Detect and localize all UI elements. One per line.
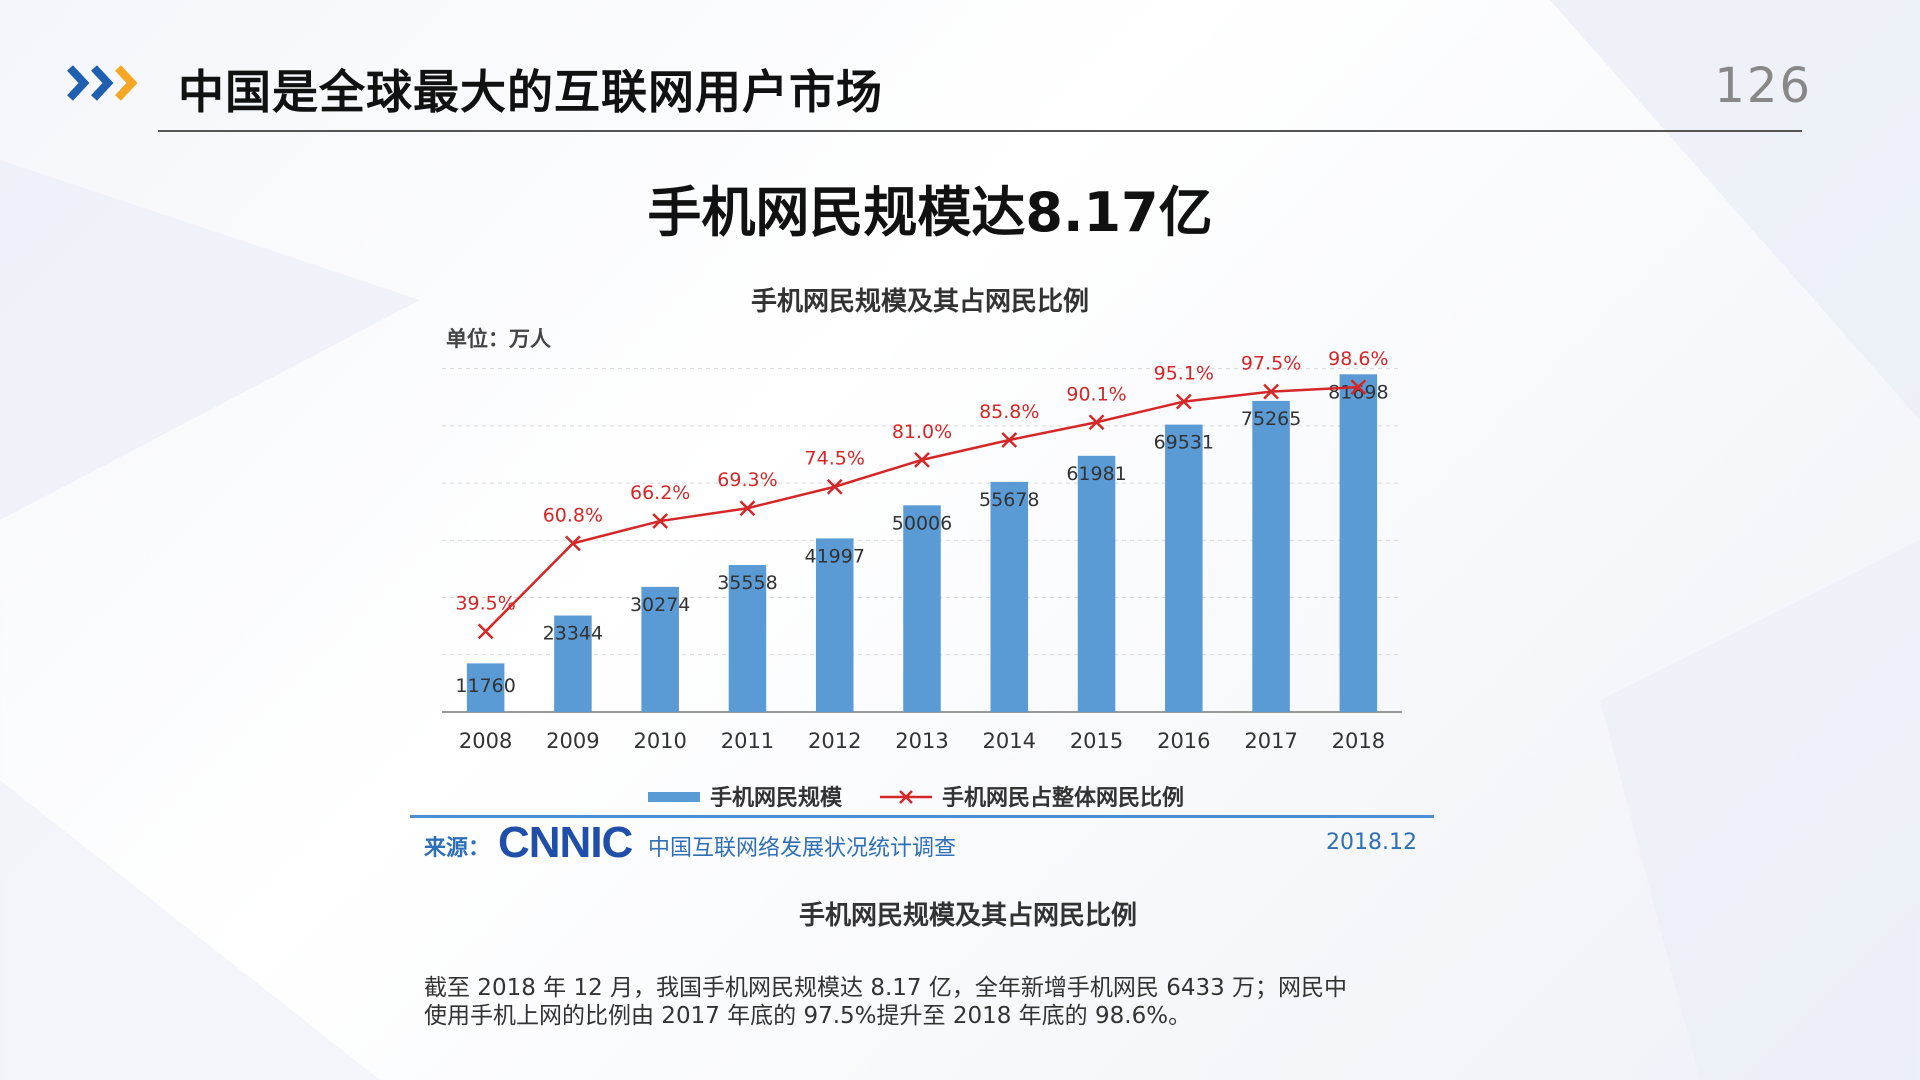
- bar-value-label: 75265: [1241, 408, 1301, 430]
- ratio-point: [1263, 383, 1279, 400]
- bar-value-label: 81698: [1328, 381, 1388, 403]
- ratio-label: 95.1%: [1154, 363, 1214, 385]
- bar: [466, 663, 505, 712]
- header-divider: [158, 130, 1802, 132]
- bar: [728, 565, 767, 712]
- ratio-point: [914, 451, 930, 468]
- bar-value-label: 30274: [630, 594, 690, 616]
- page-number: 126: [1714, 58, 1812, 114]
- x-tick-label: 2018: [1332, 729, 1385, 753]
- legend-line-label: 手机网民占整体网民比例: [942, 785, 1184, 811]
- bar: [815, 538, 854, 712]
- bar-value-label: 50006: [892, 512, 952, 534]
- x-tick-label: 2015: [1070, 729, 1123, 753]
- bar: [1252, 400, 1290, 712]
- ratio-point: [739, 500, 756, 517]
- chevron-right-icon: [67, 65, 138, 101]
- chart-title: 手机网民规模及其占网民比例: [751, 287, 1089, 317]
- bar-value-label: 61981: [1066, 463, 1126, 485]
- bar: [1165, 424, 1203, 712]
- ratio-point: [565, 535, 581, 552]
- ratio-label: 98.6%: [1328, 348, 1388, 370]
- unit-label: 单位：万人: [446, 327, 551, 351]
- ratio-point: [1088, 414, 1105, 431]
- bar-value-label: 11760: [455, 675, 515, 697]
- ratio-point: [1350, 379, 1367, 396]
- body-paragraph: 截至 2018 年 12 月，我国手机网民规模达 8.17 亿，全年新增手机网民…: [424, 974, 1384, 1030]
- legend-bar-label: 手机网民规模: [710, 786, 843, 811]
- ratio-label: 97.5%: [1241, 353, 1301, 375]
- x-tick-label: 2016: [1157, 729, 1210, 753]
- source-label: 来源：: [424, 836, 491, 861]
- bar: [903, 505, 941, 712]
- bar-value-label: 23344: [543, 623, 603, 645]
- x-tick-label: 2010: [633, 729, 686, 753]
- x-tick-label: 2013: [895, 729, 948, 753]
- bar: [554, 615, 592, 712]
- cnnic-logo: CNNIC: [498, 818, 633, 867]
- main-heading: 手机网民规模达8.17亿: [647, 181, 1213, 244]
- ratio-point: [1175, 393, 1192, 410]
- source-date: 2018.12: [1326, 830, 1417, 855]
- x-tick-label: 2009: [546, 729, 599, 753]
- bar-value-label: 55678: [979, 489, 1039, 511]
- x-tick-label: 2012: [808, 729, 861, 753]
- ratio-label: 39.5%: [455, 592, 515, 614]
- legend-line-marker: [899, 790, 913, 804]
- ratio-point: [477, 623, 494, 640]
- body-line: 截至 2018 年 12 月，我国手机网民规模达 8.17 亿，全年新增手机网民…: [424, 975, 1348, 1001]
- ratio-label: 69.3%: [717, 469, 777, 491]
- ratio-label: 90.1%: [1066, 383, 1126, 405]
- body-line: 使用手机上网的比例由 2017 年底的 97.5%提升至 2018 年底的 98…: [424, 1003, 1192, 1029]
- bar-value-label: 69531: [1154, 432, 1214, 454]
- ratio-label: 60.8%: [543, 504, 603, 526]
- ratio-point: [826, 478, 843, 495]
- legend-bar-swatch: [648, 792, 700, 802]
- x-tick-label: 2014: [983, 729, 1036, 753]
- figure-caption: 手机网民规模及其占网民比例: [798, 901, 1137, 931]
- bar-value-label: 35558: [717, 572, 777, 594]
- bar: [641, 586, 679, 712]
- bar: [990, 481, 1029, 712]
- ratio-point: [1001, 432, 1018, 448]
- source-name: 中国互联网络发展状况统计调查: [648, 836, 957, 861]
- ratio-point: [652, 513, 669, 529]
- x-tick-label: 2017: [1244, 729, 1297, 753]
- ratio-label: 66.2%: [630, 482, 690, 504]
- x-tick-label: 2011: [721, 729, 774, 753]
- ratio-label: 74.5%: [805, 448, 865, 470]
- slide-title: 中国是全球最大的互联网用户市场: [178, 65, 883, 119]
- bar: [1339, 374, 1378, 712]
- bar-value-label: 41997: [805, 545, 865, 567]
- bar: [1077, 455, 1116, 712]
- x-tick-label: 2008: [459, 729, 512, 753]
- ratio-label: 85.8%: [979, 401, 1039, 423]
- ratio-label: 81.0%: [892, 421, 952, 443]
- chart-figure: 手机网民规模及其占网民比例单位：万人 11760 2008 23344 2009 3027…: [410, 270, 1440, 860]
- source-divider: [410, 815, 1434, 818]
